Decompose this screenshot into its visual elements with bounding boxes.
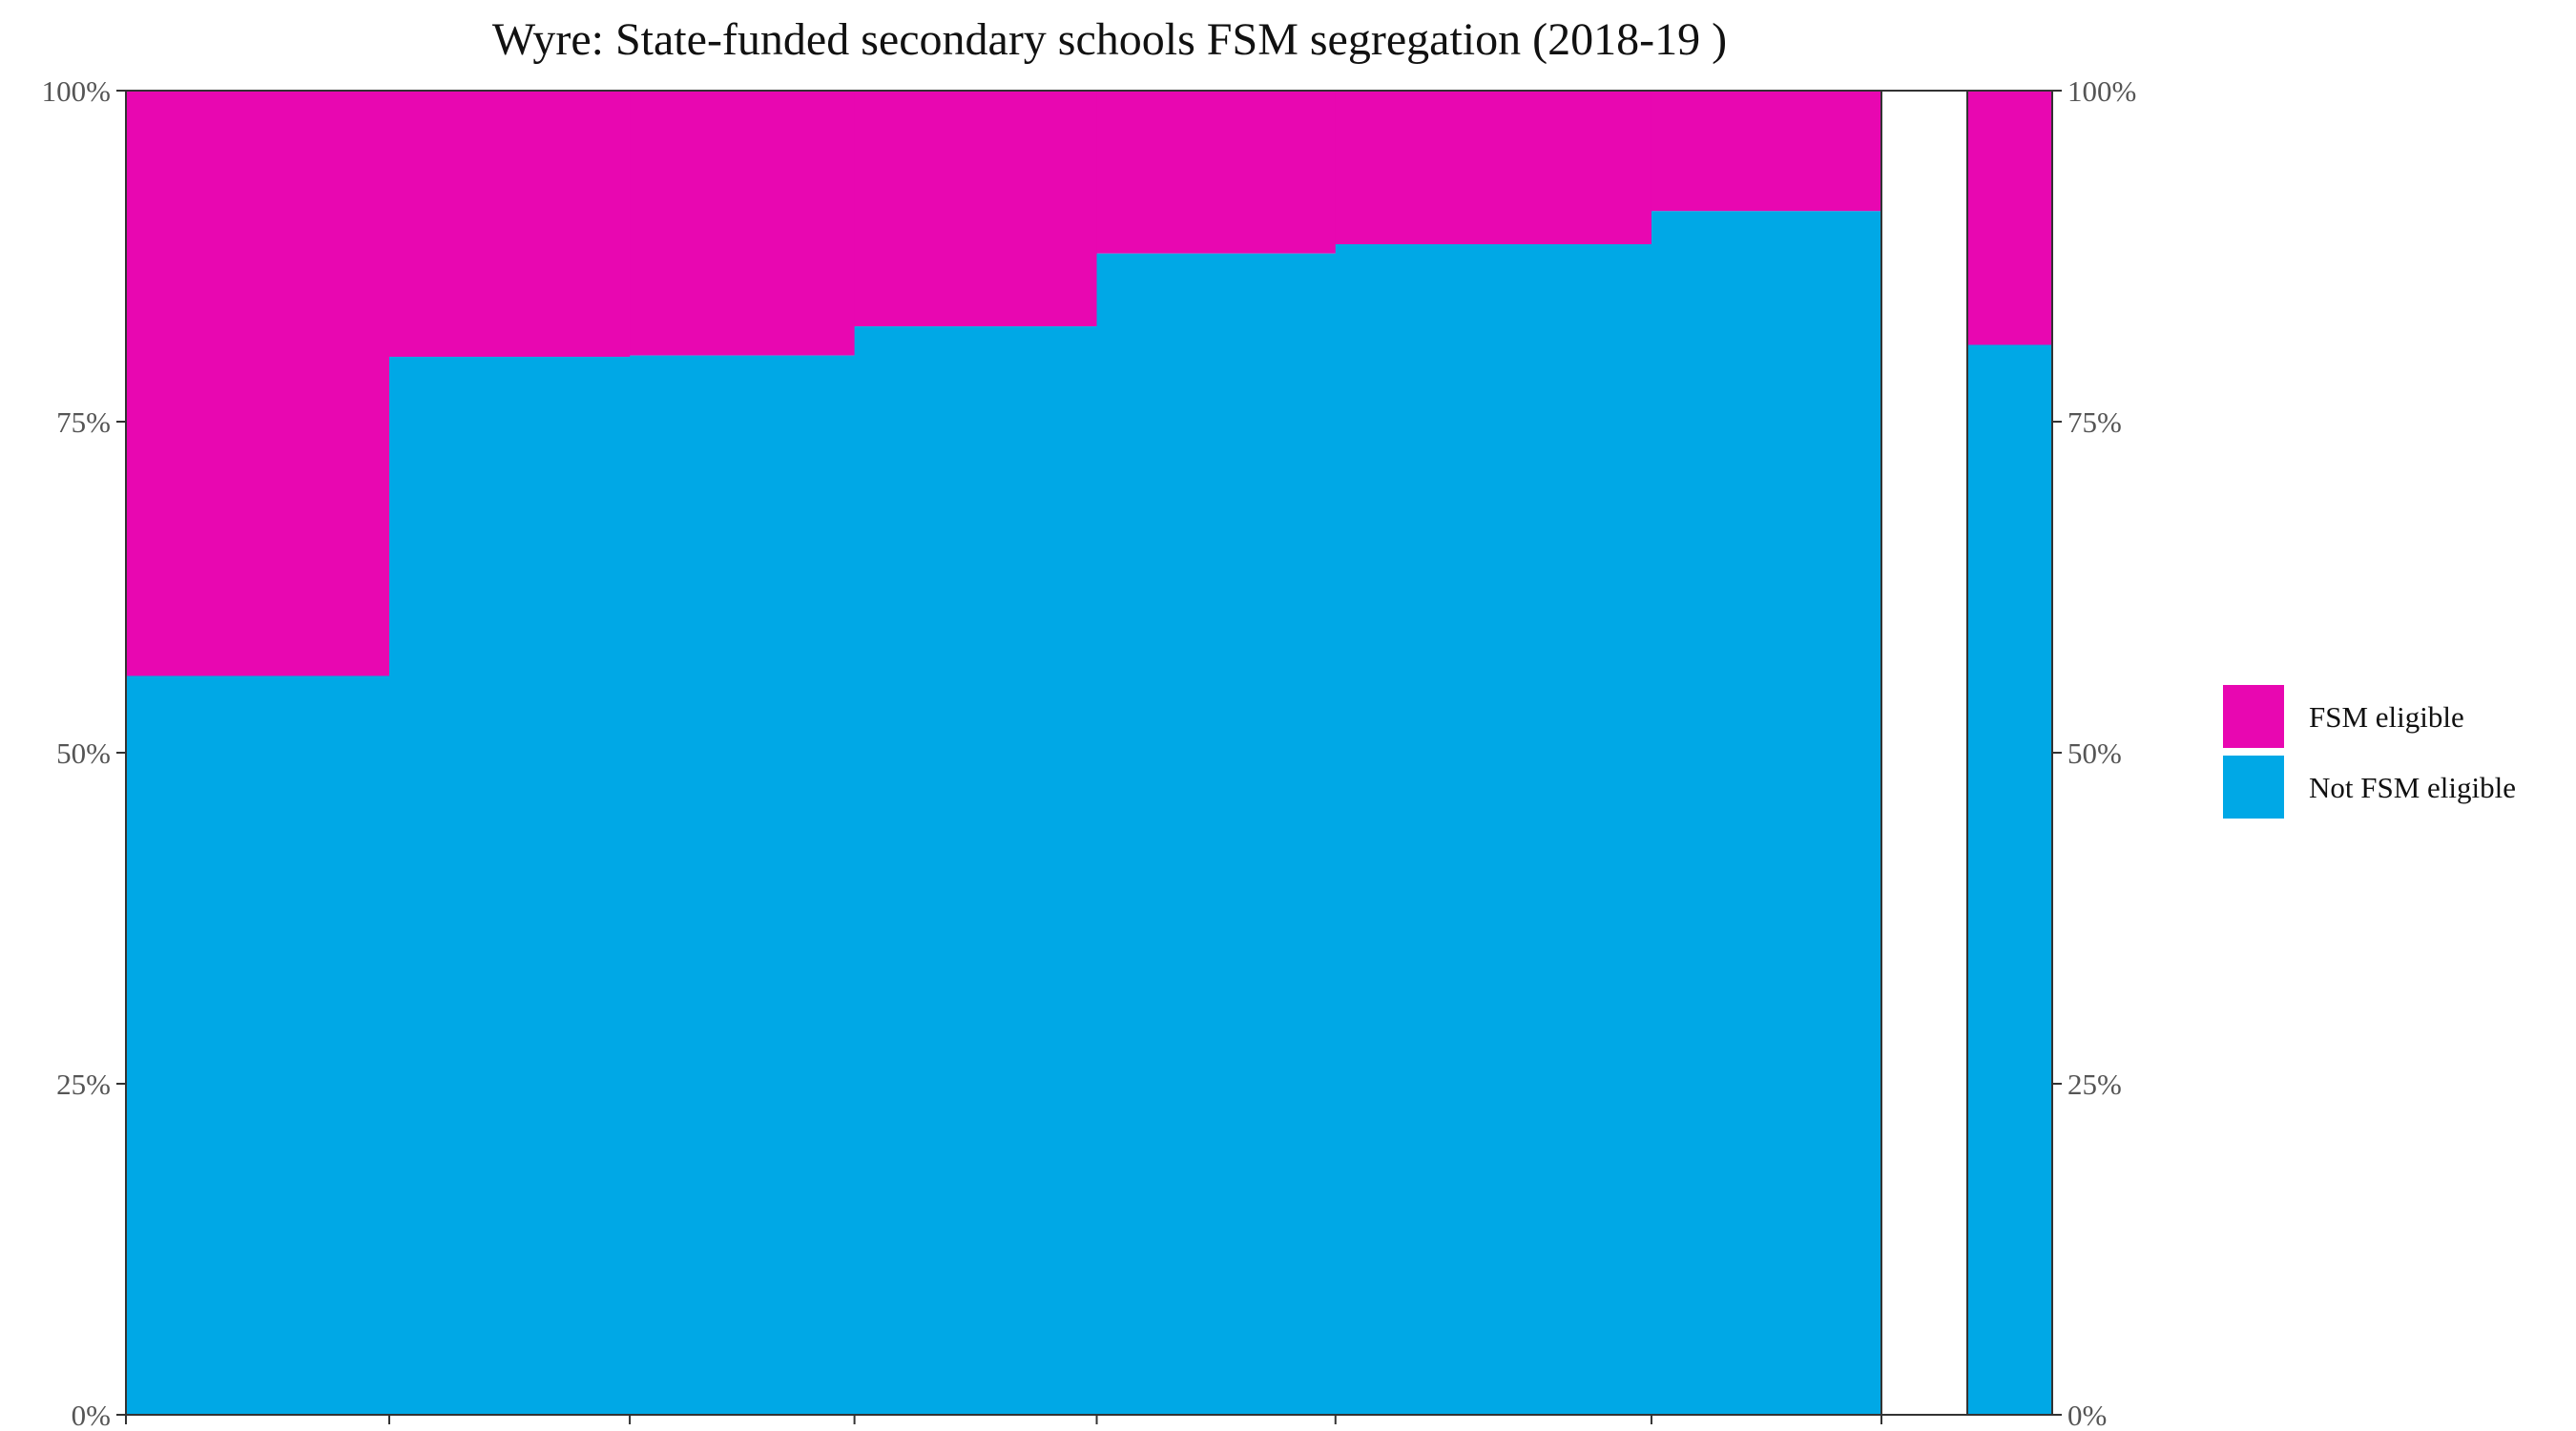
bars-layer bbox=[126, 91, 2052, 1416]
y-tick-label-right: 25% bbox=[2067, 1068, 2122, 1101]
y-tick-label-right: 50% bbox=[2067, 736, 2122, 770]
fsm-bar-school-6 bbox=[1335, 91, 1652, 245]
fsm-bar-school-2 bbox=[389, 91, 631, 357]
not-fsm-bar-school-4 bbox=[854, 326, 1098, 1416]
fsm-bar-overall bbox=[1967, 91, 2052, 345]
y-tick-label-right: 100% bbox=[2067, 74, 2136, 108]
legend-swatch-2 bbox=[2223, 756, 2284, 819]
legend-swatch-1 bbox=[2223, 685, 2284, 748]
fsm-bar-school-4 bbox=[854, 91, 1098, 327]
fsm-bar-school-3 bbox=[630, 91, 856, 356]
not-fsm-bar-school-6 bbox=[1335, 244, 1652, 1415]
y-tick-label-left: 25% bbox=[56, 1068, 111, 1101]
not-fsm-bar-school-2 bbox=[389, 356, 631, 1415]
legend-label-1: FSM eligible bbox=[2309, 700, 2464, 734]
not-fsm-bar-overall bbox=[1967, 344, 2052, 1416]
not-fsm-bar-school-1 bbox=[126, 675, 390, 1415]
axes-layer: 0% 0% 25% 25% 50% 50% 75% 75% 100% 100% bbox=[42, 74, 2137, 1431]
not-fsm-bar-school-7 bbox=[1651, 211, 1882, 1416]
y-tick-label-left: 50% bbox=[56, 736, 111, 770]
y-tick-label-right: 75% bbox=[2067, 405, 2122, 439]
y-tick-label-left: 0% bbox=[72, 1399, 111, 1431]
not-fsm-bar-school-3 bbox=[630, 355, 856, 1416]
y-tick-label-left: 100% bbox=[42, 74, 111, 108]
fsm-bar-school-1 bbox=[126, 91, 390, 676]
y-tick-label-left: 75% bbox=[56, 405, 111, 439]
fsm-bar-school-5 bbox=[1096, 91, 1337, 254]
chart-title: Wyre: State-funded secondary schools FSM… bbox=[492, 14, 1727, 65]
not-fsm-bar-school-5 bbox=[1096, 253, 1337, 1415]
legend-label-2: Not FSM eligible bbox=[2309, 771, 2516, 804]
y-tick-label-right: 0% bbox=[2067, 1399, 2107, 1431]
fsm-bar-school-7 bbox=[1651, 91, 1882, 212]
legend: FSM eligible Not FSM eligible bbox=[2223, 685, 2516, 819]
